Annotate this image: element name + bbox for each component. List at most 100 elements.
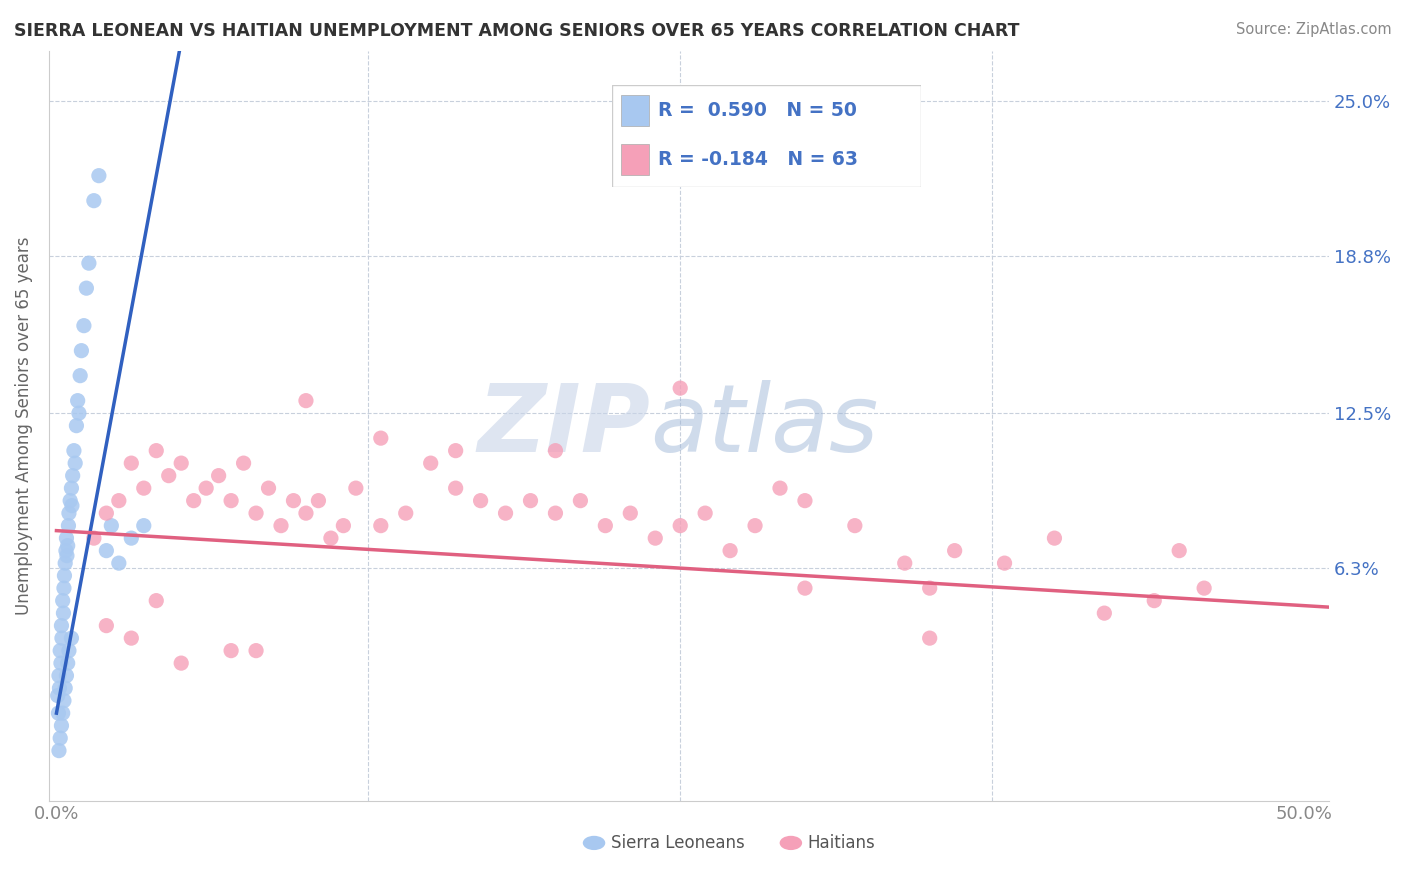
Point (58, 518, 80, 533)
Point (569, 493, 592, 508)
Point (769, 481, 792, 495)
Point (52, 706, 75, 720)
Point (56, 656, 79, 670)
Point (59, 493, 82, 508)
Point (669, 381, 692, 395)
Point (55, 531, 77, 545)
Point (145, 593, 167, 607)
Point (132, 518, 155, 533)
Point (993, 556, 1015, 570)
Point (1143, 593, 1166, 607)
Point (307, 493, 329, 508)
Point (108, 493, 131, 508)
Bar (621, 95, 648, 126)
Text: atlas: atlas (651, 380, 879, 471)
Point (644, 531, 666, 545)
Point (245, 506, 267, 520)
Point (943, 543, 966, 558)
Point (60, 499, 83, 513)
Point (595, 518, 617, 533)
Point (370, 431, 392, 445)
Point (395, 506, 418, 520)
Point (544, 443, 567, 458)
Point (67, 406, 90, 420)
Point (87, 169, 110, 183)
Point (48, 744, 70, 758)
Point (66, 393, 89, 408)
Point (283, 493, 305, 508)
Point (58, 643, 80, 657)
Point (120, 456, 142, 470)
Point (295, 506, 318, 520)
Point (1043, 531, 1066, 545)
Point (96, 506, 118, 520)
Point (219, 493, 242, 508)
Point (619, 506, 641, 520)
Point (83, 194, 105, 208)
Point (245, 643, 267, 657)
Point (75, 281, 97, 295)
Point (918, 581, 941, 595)
Point (145, 443, 167, 458)
Point (60, 631, 83, 645)
Point (46, 689, 69, 703)
Point (444, 481, 467, 495)
Point (49, 656, 72, 670)
Point (695, 506, 717, 520)
Point (53, 568, 76, 582)
Point (60, 481, 83, 495)
Point (73, 318, 96, 333)
Point (58, 506, 80, 520)
Point (332, 518, 354, 533)
Point (1168, 543, 1191, 558)
Point (120, 631, 142, 645)
Point (370, 518, 392, 533)
Point (52, 593, 75, 607)
Point (1092, 606, 1115, 620)
Point (70, 343, 93, 358)
Point (195, 481, 218, 495)
Point (48, 668, 70, 682)
Point (77, 256, 100, 270)
Point (794, 493, 817, 508)
Point (170, 656, 193, 670)
Point (207, 468, 229, 483)
Point (108, 556, 131, 570)
Point (669, 518, 692, 533)
Point (52, 606, 75, 620)
Point (49, 643, 72, 657)
Point (844, 518, 866, 533)
Point (48, 706, 70, 720)
Point (232, 456, 254, 470)
Point (53, 681, 76, 695)
Point (56, 539, 79, 553)
Point (419, 456, 441, 470)
Point (470, 493, 492, 508)
Point (794, 581, 817, 595)
Point (55, 543, 77, 558)
Point (51, 631, 73, 645)
Point (344, 481, 367, 495)
Point (519, 493, 541, 508)
Point (157, 468, 180, 483)
Point (319, 531, 342, 545)
Point (120, 531, 142, 545)
Point (62, 468, 84, 483)
Point (56, 549, 79, 563)
Point (718, 543, 741, 558)
Point (65, 418, 87, 433)
Point (132, 481, 155, 495)
Text: R = -0.184   N = 63: R = -0.184 N = 63 (658, 150, 858, 169)
Point (219, 643, 242, 657)
Text: Haitians: Haitians (808, 834, 876, 852)
Point (51, 618, 73, 632)
Point (63, 443, 86, 458)
Y-axis label: Unemployment Among Seniors over 65 years: Unemployment Among Seniors over 65 years (15, 236, 32, 615)
Point (51, 718, 73, 732)
Point (52, 693, 75, 707)
Point (100, 518, 122, 533)
Point (52, 581, 75, 595)
Point (295, 393, 318, 408)
Text: SIERRA LEONEAN VS HAITIAN UNEMPLOYMENT AMONG SENIORS OVER 65 YEARS CORRELATION C: SIERRA LEONEAN VS HAITIAN UNEMPLOYMENT A… (14, 22, 1019, 40)
Point (183, 493, 205, 508)
